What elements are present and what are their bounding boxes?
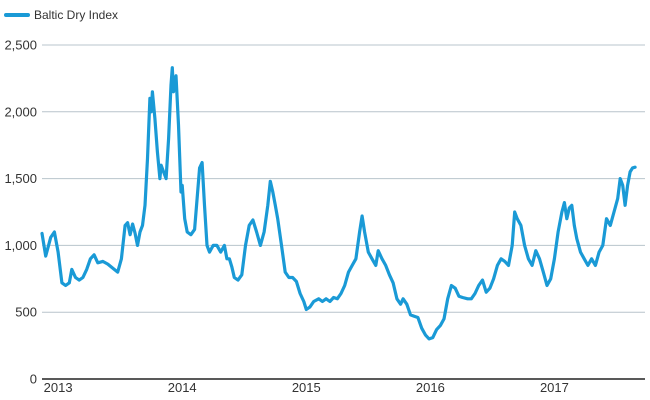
- grid: [42, 44, 645, 313]
- y-tick-label: 2,000: [4, 104, 37, 119]
- x-tick-label: 2016: [416, 380, 445, 395]
- axes: 0 500 1,000 1,500 2,000 2,500 2013 2014 2015 2016…: [4, 38, 645, 395]
- y-tick-label: 2,500: [4, 38, 37, 53]
- x-tick-label: 2014: [168, 380, 197, 395]
- x-tick-label: 2013: [44, 380, 73, 395]
- y-tick-label: 500: [15, 305, 37, 320]
- y-tick-label: 0: [30, 372, 37, 387]
- x-tick-label: 2015: [292, 380, 321, 395]
- series-layer: [40, 66, 637, 341]
- legend: Baltic Dry Index: [4, 8, 118, 22]
- y-tick-label: 1,000: [4, 238, 37, 253]
- legend-label: Baltic Dry Index: [34, 8, 118, 22]
- series-line-baltic-dry-index: [40, 66, 637, 341]
- y-tick-label: 1,500: [4, 171, 37, 186]
- x-tick-label: 2017: [540, 380, 569, 395]
